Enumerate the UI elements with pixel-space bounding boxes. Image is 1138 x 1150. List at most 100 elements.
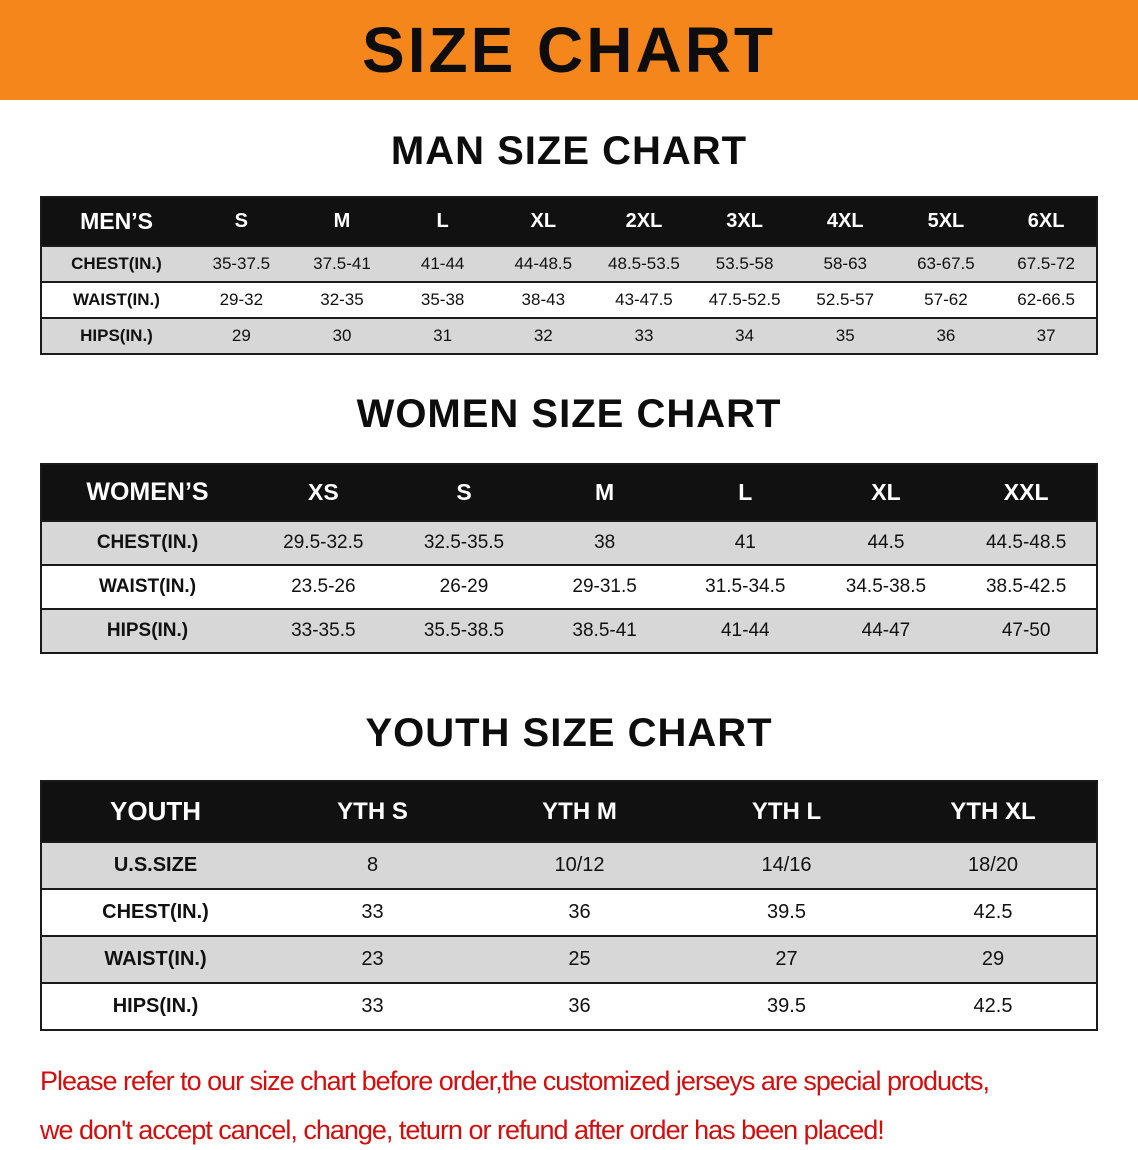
page-title: SIZE CHART [362, 13, 776, 87]
table-label-cell: MEN’S [41, 197, 191, 246]
table-label-cell: WOMEN’S [41, 464, 253, 521]
value-cell: 39.5 [683, 889, 890, 936]
value-cell: 29-31.5 [534, 565, 675, 609]
men-section-heading: MAN SIZE CHART [0, 128, 1138, 174]
value-cell: 35 [795, 318, 896, 354]
value-cell: 63-67.5 [896, 246, 997, 282]
title-banner: SIZE CHART [0, 0, 1138, 100]
value-cell: 43-47.5 [594, 282, 695, 318]
row-label-cell: CHEST(IN.) [41, 246, 191, 282]
value-cell: 36 [476, 889, 683, 936]
value-cell: 35-38 [392, 282, 493, 318]
value-cell: 32.5-35.5 [394, 521, 535, 565]
value-cell: 48.5-53.5 [594, 246, 695, 282]
size-column-header: L [392, 197, 493, 246]
value-cell: 27 [683, 936, 890, 983]
value-cell: 29.5-32.5 [253, 521, 394, 565]
value-cell: 62-66.5 [996, 282, 1097, 318]
value-cell: 47-50 [956, 609, 1097, 653]
value-cell: 23 [269, 936, 476, 983]
disclaimer-line-2: we don't accept cancel, change, teturn o… [40, 1110, 1098, 1150]
value-cell: 35.5-38.5 [394, 609, 535, 653]
value-cell: 31.5-34.5 [675, 565, 816, 609]
disclaimer-note: Please refer to our size chart before or… [40, 1061, 1098, 1150]
value-cell: 10/12 [476, 842, 683, 889]
value-cell: 32-35 [292, 282, 393, 318]
value-cell: 33 [269, 983, 476, 1030]
value-cell: 37.5-41 [292, 246, 393, 282]
value-cell: 44.5 [816, 521, 957, 565]
value-cell: 35-37.5 [191, 246, 292, 282]
value-cell: 25 [476, 936, 683, 983]
row-label-cell: HIPS(IN.) [41, 318, 191, 354]
youth-section-heading: YOUTH SIZE CHART [0, 710, 1138, 756]
row-label-cell: HIPS(IN.) [41, 609, 253, 653]
value-cell: 32 [493, 318, 594, 354]
value-cell: 44.5-48.5 [956, 521, 1097, 565]
size-column-header: XS [253, 464, 394, 521]
size-column-header: 2XL [594, 197, 695, 246]
size-column-header: 5XL [896, 197, 997, 246]
value-cell: 31 [392, 318, 493, 354]
value-cell: 44-48.5 [493, 246, 594, 282]
size-column-header: M [534, 464, 675, 521]
size-column-header: XL [493, 197, 594, 246]
disclaimer-line-1: Please refer to our size chart before or… [40, 1061, 1098, 1102]
value-cell: 39.5 [683, 983, 890, 1030]
value-cell: 23.5-26 [253, 565, 394, 609]
row-label-cell: HIPS(IN.) [41, 983, 269, 1030]
value-cell: 14/16 [683, 842, 890, 889]
value-cell: 41-44 [392, 246, 493, 282]
row-label-cell: WAIST(IN.) [41, 565, 253, 609]
value-cell: 29-32 [191, 282, 292, 318]
value-cell: 34 [694, 318, 795, 354]
size-column-header: YTH L [683, 781, 890, 842]
value-cell: 38 [534, 521, 675, 565]
value-cell: 67.5-72 [996, 246, 1097, 282]
value-cell: 33 [594, 318, 695, 354]
size-column-header: XXL [956, 464, 1097, 521]
value-cell: 30 [292, 318, 393, 354]
value-cell: 44-47 [816, 609, 957, 653]
row-label-cell: WAIST(IN.) [41, 936, 269, 983]
size-column-header: 4XL [795, 197, 896, 246]
value-cell: 38-43 [493, 282, 594, 318]
value-cell: 37 [996, 318, 1097, 354]
value-cell: 41-44 [675, 609, 816, 653]
value-cell: 58-63 [795, 246, 896, 282]
value-cell: 33 [269, 889, 476, 936]
value-cell: 52.5-57 [795, 282, 896, 318]
value-cell: 8 [269, 842, 476, 889]
value-cell: 38.5-42.5 [956, 565, 1097, 609]
value-cell: 36 [476, 983, 683, 1030]
value-cell: 34.5-38.5 [816, 565, 957, 609]
value-cell: 38.5-41 [534, 609, 675, 653]
size-column-header: S [191, 197, 292, 246]
size-column-header: 6XL [996, 197, 1097, 246]
value-cell: 29 [191, 318, 292, 354]
size-column-header: S [394, 464, 535, 521]
value-cell: 33-35.5 [253, 609, 394, 653]
value-cell: 18/20 [890, 842, 1097, 889]
value-cell: 29 [890, 936, 1097, 983]
row-label-cell: CHEST(IN.) [41, 889, 269, 936]
row-label-cell: WAIST(IN.) [41, 282, 191, 318]
value-cell: 42.5 [890, 983, 1097, 1030]
